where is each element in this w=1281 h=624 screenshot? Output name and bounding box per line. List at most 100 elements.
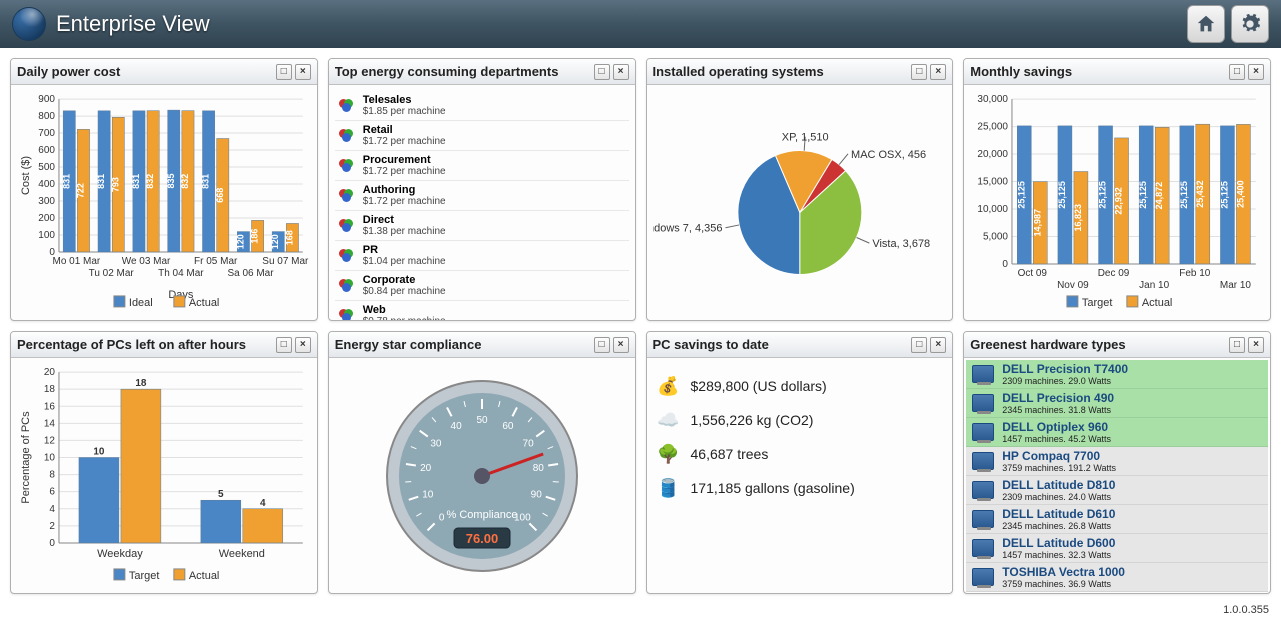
close-button[interactable]: × (613, 64, 629, 80)
hardware-item[interactable]: DELL Precision T74002309 machines. 29.0 … (966, 360, 1268, 389)
hardware-item[interactable]: TOSHIBA Vectra 10003759 machines. 36.9 W… (966, 563, 1268, 592)
svg-text:Actual: Actual (189, 297, 220, 309)
panel-monthly-savings: Monthly savings □ × 05,00010,00015,00020… (963, 58, 1271, 321)
svg-text:700: 700 (38, 128, 55, 139)
department-item[interactable]: Web$0.78 per machine (335, 301, 629, 320)
svg-text:Target: Target (129, 570, 160, 582)
hardware-sub: 1457 machines. 45.2 Watts (1002, 434, 1111, 444)
close-button[interactable]: × (1248, 64, 1264, 80)
maximize-button[interactable]: □ (911, 64, 927, 80)
hardware-list: DELL Precision T74002309 machines. 29.0 … (966, 360, 1268, 592)
department-item[interactable]: PR$1.04 per machine (335, 241, 629, 271)
svg-text:832: 832 (180, 174, 190, 189)
settings-button[interactable] (1231, 5, 1269, 43)
close-button[interactable]: × (930, 64, 946, 80)
co2-icon: ☁️ (657, 408, 681, 432)
app-title: Enterprise View (56, 11, 210, 37)
maximize-button[interactable]: □ (276, 337, 292, 353)
svg-text:20: 20 (44, 367, 56, 378)
svg-text:831: 831 (131, 174, 141, 189)
hardware-name: DELL Latitude D600 (1002, 536, 1115, 550)
close-button[interactable]: × (1248, 337, 1264, 353)
close-button[interactable]: × (295, 337, 311, 353)
svg-text:12: 12 (44, 435, 56, 446)
department-name: Authoring (363, 184, 446, 196)
svg-text:40: 40 (450, 421, 462, 432)
department-item[interactable]: Authoring$1.72 per machine (335, 181, 629, 211)
svg-text:Th 04 Mar: Th 04 Mar (158, 268, 204, 279)
panel-percentage-pcs: Percentage of PCs left on after hours □ … (10, 331, 318, 594)
svg-text:831: 831 (201, 174, 211, 189)
savings-row: 💰$289,800 (US dollars) (657, 374, 943, 398)
daily-power-chart: 0100200300400500600700800900831722Mo 01 … (17, 91, 311, 314)
svg-text:2: 2 (49, 521, 55, 532)
hardware-item[interactable]: DELL Latitude D8102309 machines. 24.0 Wa… (966, 476, 1268, 505)
department-cost: $1.38 per machine (363, 226, 446, 237)
department-cost: $1.04 per machine (363, 256, 446, 267)
svg-text:Actual: Actual (1142, 297, 1173, 309)
panel-title: Installed operating systems (653, 64, 909, 79)
svg-text:831: 831 (96, 174, 106, 189)
department-item[interactable]: Retail$1.72 per machine (335, 121, 629, 151)
hardware-name: DELL Precision 490 (1002, 391, 1114, 405)
department-item[interactable]: Procurement$1.72 per machine (335, 151, 629, 181)
home-button[interactable] (1187, 5, 1225, 43)
department-cost: $1.72 per machine (363, 166, 446, 177)
svg-text:10,000: 10,000 (978, 204, 1009, 215)
gas-icon: 🛢️ (657, 476, 681, 500)
maximize-button[interactable]: □ (276, 64, 292, 80)
svg-text:Ideal: Ideal (129, 297, 153, 309)
svg-text:18: 18 (44, 384, 56, 395)
svg-text:25,432: 25,432 (1195, 180, 1205, 207)
savings-text: 1,556,226 kg (CO2) (691, 412, 814, 428)
monitor-icon (972, 423, 994, 441)
department-name: Retail (363, 124, 446, 136)
svg-text:4: 4 (260, 498, 266, 509)
svg-text:80: 80 (532, 463, 544, 474)
svg-text:Dec 09: Dec 09 (1098, 268, 1130, 279)
close-button[interactable]: × (295, 64, 311, 80)
panel-pc-savings: PC savings to date □ × 💰$289,800 (US dol… (646, 331, 954, 594)
svg-text:Mo 01 Mar: Mo 01 Mar (53, 256, 101, 267)
monitor-icon (972, 481, 994, 499)
department-item[interactable]: Telesales$1.85 per machine (335, 91, 629, 121)
maximize-button[interactable]: □ (911, 337, 927, 353)
svg-text:10: 10 (93, 447, 105, 458)
hardware-item[interactable]: DELL Latitude D6102345 machines. 26.8 Wa… (966, 505, 1268, 534)
department-cost: $0.84 per machine (363, 286, 446, 297)
svg-text:Percentage of PCs: Percentage of PCs (20, 411, 32, 504)
hardware-item[interactable]: DELL Precision 4902345 machines. 31.8 Wa… (966, 389, 1268, 418)
svg-text:Tu 02 Mar: Tu 02 Mar (89, 268, 135, 279)
maximize-button[interactable]: □ (594, 64, 610, 80)
department-name: Corporate (363, 274, 446, 286)
maximize-button[interactable]: □ (594, 337, 610, 353)
hardware-item[interactable]: DELL Latitude D6001457 machines. 32.3 Wa… (966, 534, 1268, 563)
svg-text:24,872: 24,872 (1154, 182, 1164, 209)
app-logo (12, 7, 46, 41)
department-item[interactable]: Direct$1.38 per machine (335, 211, 629, 241)
svg-text:76.00: 76.00 (465, 531, 498, 546)
maximize-button[interactable]: □ (1229, 337, 1245, 353)
savings-list: 💰$289,800 (US dollars) ☁️ 1,556,226 kg (CO… (647, 358, 953, 593)
monitor-icon (972, 568, 994, 586)
svg-text:722: 722 (75, 183, 85, 198)
people-icon (339, 219, 357, 233)
hardware-item[interactable]: HP Compaq 77003759 machines. 191.2 Watts (966, 447, 1268, 476)
svg-text:300: 300 (38, 196, 55, 207)
close-button[interactable]: × (613, 337, 629, 353)
panel-title: Energy star compliance (335, 337, 591, 352)
department-name: Web (363, 304, 446, 316)
svg-text:5: 5 (218, 489, 224, 500)
svg-text:Feb 10: Feb 10 (1180, 268, 1212, 279)
people-icon (339, 309, 357, 321)
svg-text:500: 500 (38, 162, 55, 173)
hardware-sub: 3759 machines. 36.9 Watts (1002, 579, 1125, 589)
department-item[interactable]: Corporate$0.84 per machine (335, 271, 629, 301)
svg-text:25,125: 25,125 (1057, 181, 1067, 208)
maximize-button[interactable]: □ (1229, 64, 1245, 80)
department-list: Telesales$1.85 per machineRetail$1.72 pe… (335, 91, 629, 320)
svg-text:200: 200 (38, 213, 55, 224)
hardware-item[interactable]: DELL Optiplex 9601457 machines. 45.2 Wat… (966, 418, 1268, 447)
close-button[interactable]: × (930, 337, 946, 353)
svg-text:MAC OSX, 456: MAC OSX, 456 (851, 149, 926, 161)
